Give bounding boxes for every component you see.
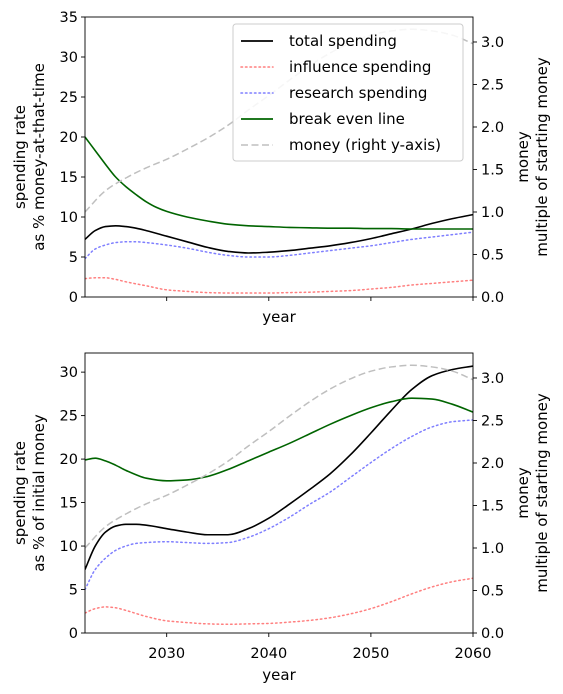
y2-tick-label: 0.5 [481, 247, 504, 263]
y-axis-label-line: as % money-at-that-time [30, 63, 48, 251]
plot-frame [84, 352, 474, 634]
y-axis-label-line: spending rate [11, 441, 29, 545]
y-axis-label-line: spending rate [11, 105, 29, 209]
bottom-chart-panel: 0 5 10 15 20 25 30 0.0 0.5 1.0 1.5 2.0 2.5 3.0 2030 204… [11, 352, 551, 684]
y2-axis-label-line: money [514, 467, 532, 519]
legend-label-total-spending: total spending [289, 32, 397, 50]
legend: total spending influence spending research… [232, 23, 464, 162]
y2-tick-label: 1.0 [481, 541, 504, 557]
y-tick-label: 15 [60, 496, 78, 512]
y2-tick-label: 2.0 [481, 120, 504, 136]
y-tick-label: 25 [60, 409, 78, 425]
y-tick-label: 0 [69, 626, 78, 642]
series-line-influence-spending [85, 577, 473, 626]
x-axis-label: year [262, 666, 296, 684]
plot-frame [84, 16, 474, 298]
top-chart-panel: 0 5 10 15 20 25 30 35 0.0 0.5 1.0 1.5 2.0 2.5 3.0 year s… [11, 10, 551, 326]
y2-axis-label-line: multiple of starting money [533, 393, 551, 593]
series-lines [85, 364, 473, 626]
y-tick-label: 10 [60, 539, 78, 555]
y-axis-label: spending rateas % money-at-that-time [11, 63, 48, 251]
series-line-research-spending [85, 231, 473, 260]
series-line-research-spending [85, 419, 473, 591]
y-tick-label: 20 [60, 452, 78, 468]
legend-label-research-spending: research spending [289, 84, 427, 102]
x-tick-label: 2030 [148, 646, 185, 662]
y-tick-label: 15 [60, 170, 78, 186]
y2-tick-label: 3.0 [481, 35, 504, 51]
y2-axis-label-line: money [514, 131, 532, 183]
y2-tick-label: 1.5 [481, 498, 504, 514]
y2-tick-label: 2.0 [481, 456, 504, 472]
y2-axis-label: moneymultiple of starting money [514, 393, 551, 593]
series-line-break-even-line [85, 397, 473, 482]
y-tick-label: 0 [69, 290, 78, 306]
y-tick-label: 35 [60, 10, 78, 26]
y2-tick-label: 2.5 [481, 413, 504, 429]
y-tick-label: 5 [69, 583, 78, 599]
series-line-total-spending [85, 213, 473, 254]
x-tick-label: 2050 [352, 646, 389, 662]
series-line-break-even-line [85, 136, 473, 230]
x-axis-label: year [262, 308, 296, 326]
x-tick-label: 2040 [250, 646, 287, 662]
legend-label-influence-spending: influence spending [289, 58, 431, 76]
y2-tick-label: 0.0 [481, 626, 504, 642]
series-line-money-right-y-axis [85, 364, 473, 549]
y-axis-label-line: as % of initial money [30, 414, 48, 572]
y2-axis-label-line: multiple of starting money [533, 57, 551, 257]
y2-axis-label: moneymultiple of starting money [514, 57, 551, 257]
series-line-influence-spending [85, 277, 473, 294]
y-tick-label: 5 [69, 250, 78, 266]
y2-tick-label: 1.0 [481, 205, 504, 221]
y2-tick-label: 0.5 [481, 583, 504, 599]
series-line-total-spending [85, 365, 473, 570]
y-tick-label: 20 [60, 130, 78, 146]
y-tick-label: 30 [60, 365, 78, 381]
y-axis-label: spending rateas % of initial money [11, 414, 48, 572]
legend-label-break-even-line: break even line [289, 110, 405, 128]
legend-box [232, 23, 464, 162]
x-tick-label: 2060 [455, 646, 492, 662]
y-tick-label: 30 [60, 50, 78, 66]
y2-tick-label: 0.0 [481, 290, 504, 306]
y2-tick-label: 3.0 [481, 371, 504, 387]
y2-tick-label: 1.5 [481, 162, 504, 178]
y-tick-label: 25 [60, 90, 78, 106]
legend-label-money-right-y-axis: money (right y-axis) [289, 136, 441, 154]
y-tick-label: 10 [60, 210, 78, 226]
y2-tick-label: 2.5 [481, 77, 504, 93]
